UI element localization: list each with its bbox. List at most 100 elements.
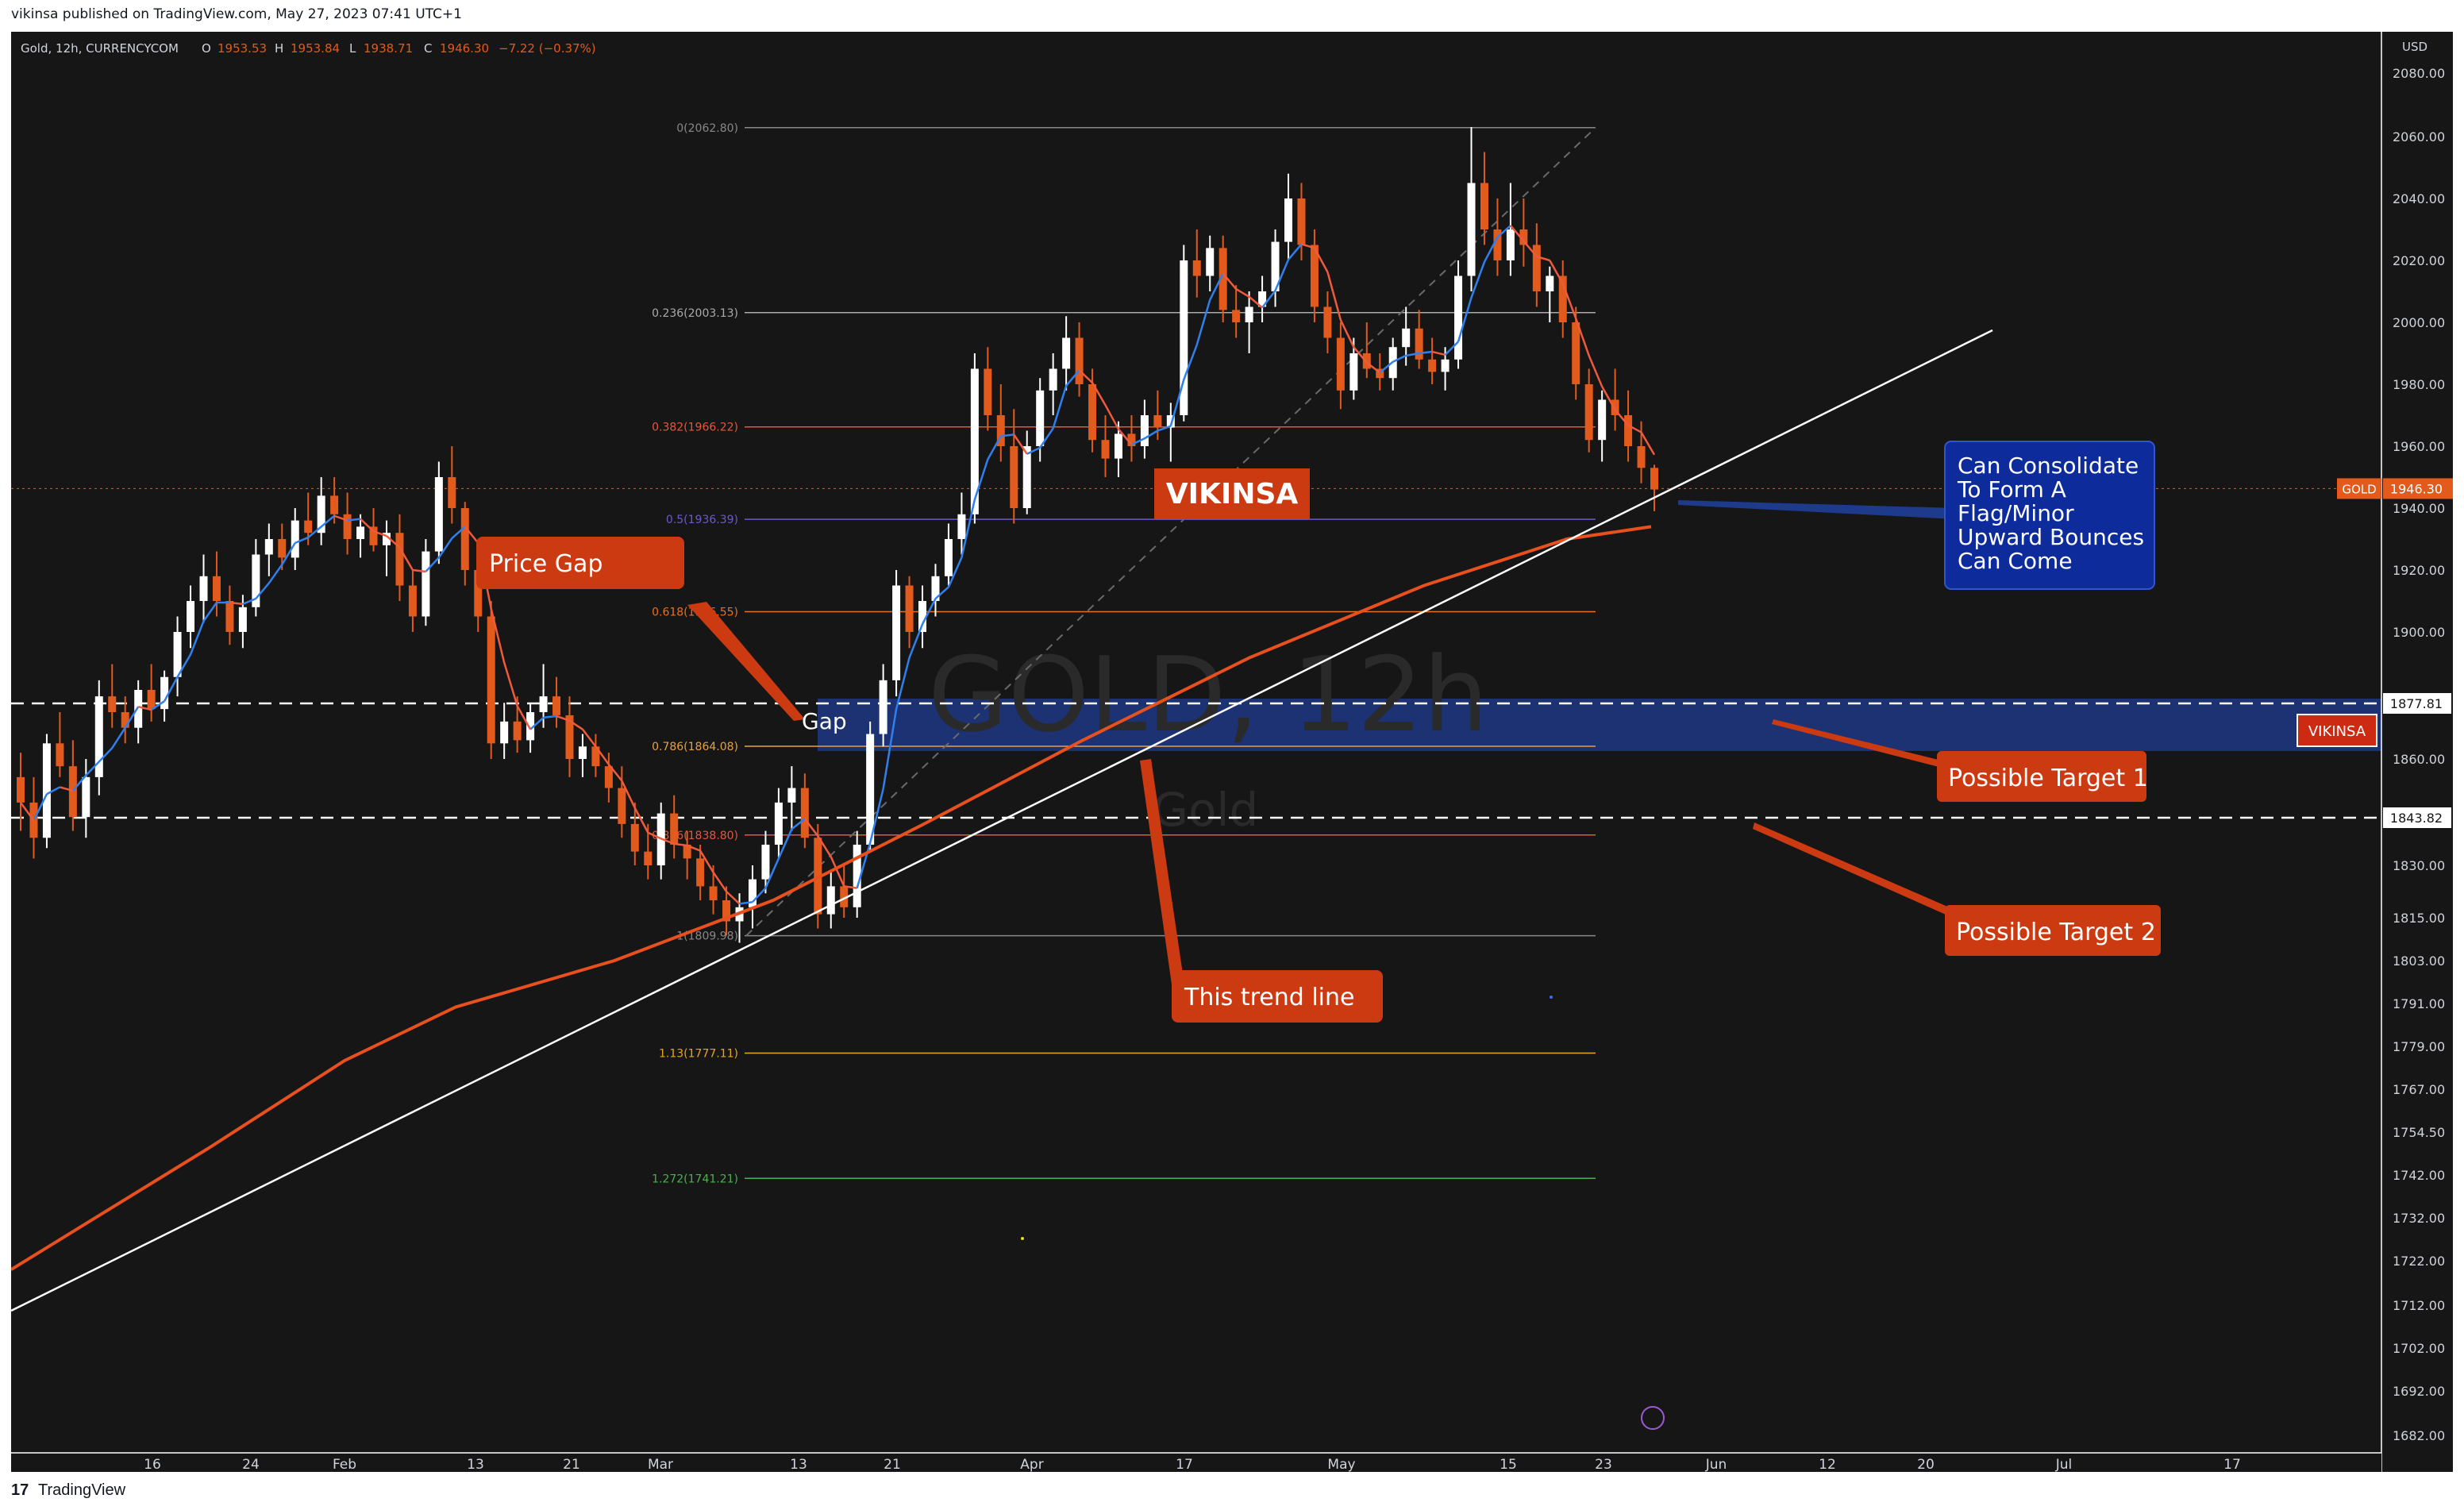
candle-body: [1402, 328, 1411, 348]
price-axis-label: 1767.00: [2393, 1082, 2445, 1097]
candle-body: [1323, 306, 1332, 338]
candle-body: [500, 721, 509, 744]
chart-svg[interactable]: GOLD, 12h Gold 0(2062.80) 0.236(2003.13) 0.3…: [11, 32, 2453, 1472]
candle-body: [238, 607, 247, 632]
candle-body: [56, 743, 64, 767]
candle-body: [1153, 415, 1162, 428]
candle-body: [1546, 275, 1554, 291]
candle-body: [264, 539, 273, 555]
time-axis-label: Apr: [1020, 1457, 1043, 1472]
symbol-info-text: L: [349, 41, 356, 56]
candle-body: [709, 886, 718, 900]
candle-body: [683, 844, 691, 859]
candle-body: [578, 746, 587, 759]
target2-pointer: [1753, 822, 1953, 918]
candle-body: [1441, 359, 1450, 372]
price-axis-label: 1791.00: [2393, 996, 2445, 1011]
candle-body: [1192, 260, 1201, 276]
price-tag-symbol: GOLD: [2342, 482, 2376, 496]
time-axis-label: 21: [884, 1457, 901, 1472]
candle-body: [460, 508, 469, 570]
moving-average-slow: [11, 525, 1652, 1271]
candle-body: [134, 690, 143, 728]
price-axis-label: 2080.00: [2393, 66, 2445, 81]
symbol-info-text: O: [202, 41, 211, 56]
target1-pointer: [1772, 719, 1951, 770]
symbol-info-text: 1938.71: [364, 41, 413, 56]
time-axis-label: 23: [1595, 1457, 1612, 1472]
candle-body: [1206, 248, 1215, 276]
time-axis[interactable]: [11, 1453, 2381, 1472]
brand-box: [1154, 468, 1310, 519]
fib-level-label: 0.5(1936.39): [666, 514, 738, 526]
candle-body: [565, 715, 574, 759]
symbol-info-text: −7.22 (−0.37%): [499, 41, 596, 56]
candle-body: [630, 823, 639, 852]
consolidate-pointer: [1678, 500, 1956, 519]
tradingview-brand[interactable]: TradingView: [38, 1481, 126, 1499]
time-axis-label: Mar: [648, 1457, 673, 1472]
candle-body: [1349, 353, 1358, 391]
time-axis-label: Feb: [333, 1457, 356, 1472]
candle-body: [957, 514, 966, 539]
candle-body: [160, 676, 169, 710]
fib-level-label: 0(2062.80): [676, 122, 738, 135]
candle-body: [330, 495, 339, 514]
candle-body: [1310, 245, 1319, 307]
candle-body: [539, 696, 548, 713]
price-axis-label: 1940.00: [2393, 501, 2445, 516]
candle-body: [800, 788, 809, 838]
candle-body: [343, 514, 352, 539]
lightning-icon[interactable]: [1641, 1406, 1665, 1430]
candle-body: [1532, 245, 1541, 291]
price-axis-label: 1920.00: [2393, 563, 2445, 578]
price-axis-label: 1702.00: [2393, 1341, 2445, 1356]
candle-body: [434, 477, 443, 552]
price-axis-label: 1900.00: [2393, 625, 2445, 640]
candle-body: [1088, 384, 1097, 441]
watermark-name: Gold: [1153, 783, 1258, 837]
brand-label: VIKINSA: [1166, 478, 1299, 510]
candle-body: [1140, 415, 1149, 446]
candle-body: [552, 696, 561, 715]
chart-area[interactable]: GOLD, 12h Gold 0(2062.80) 0.236(2003.13) 0.3…: [11, 32, 2453, 1472]
moving-average-fast-up: [33, 225, 1511, 905]
target2-label: Possible Target 2: [1956, 919, 2156, 946]
vikinsa-tag: VIKINSA: [2308, 723, 2366, 740]
moving-average-fast-down: [19, 225, 1656, 905]
level-tag-value: 1843.82: [2390, 811, 2443, 826]
candle-body: [1572, 322, 1580, 384]
symbol-info-text: C: [424, 41, 432, 56]
target2-callout: [1945, 905, 2161, 956]
candle-body: [17, 776, 25, 803]
candle-body: [618, 788, 626, 824]
price-axis-label: 1712.00: [2393, 1298, 2445, 1313]
candle-body: [1232, 310, 1241, 322]
price-tag-value: 1946.30: [2390, 481, 2443, 496]
candle-body: [748, 879, 757, 907]
candle-body: [82, 776, 90, 818]
candle-body: [1650, 468, 1658, 490]
candle-body: [513, 721, 522, 741]
candle-body: [787, 788, 796, 803]
candle-body: [1036, 390, 1045, 446]
price-gap-callout: [476, 537, 684, 589]
candle-body: [826, 886, 835, 915]
candle-body: [1519, 229, 1528, 245]
candle-body: [1127, 433, 1136, 446]
candle-body: [212, 576, 221, 601]
candle-body: [591, 746, 600, 767]
candle-body: [1637, 446, 1646, 468]
candle-body: [94, 696, 103, 777]
trend-line-label: This trend line: [1184, 984, 1354, 1011]
candle-body: [1480, 183, 1488, 229]
price-axis[interactable]: [2381, 32, 2453, 1472]
symbol-info-text: 1953.84: [291, 41, 340, 56]
fib-level-label: 1.272(1741.21): [652, 1173, 738, 1185]
consolidate-label-line: Can Consolidate: [1958, 453, 2139, 479]
candle-body: [382, 533, 391, 545]
candle-body: [1062, 337, 1071, 369]
tradingview-logo-icon[interactable]: 17: [11, 1481, 29, 1499]
candle-body: [1075, 337, 1084, 384]
candle-body: [761, 844, 770, 880]
